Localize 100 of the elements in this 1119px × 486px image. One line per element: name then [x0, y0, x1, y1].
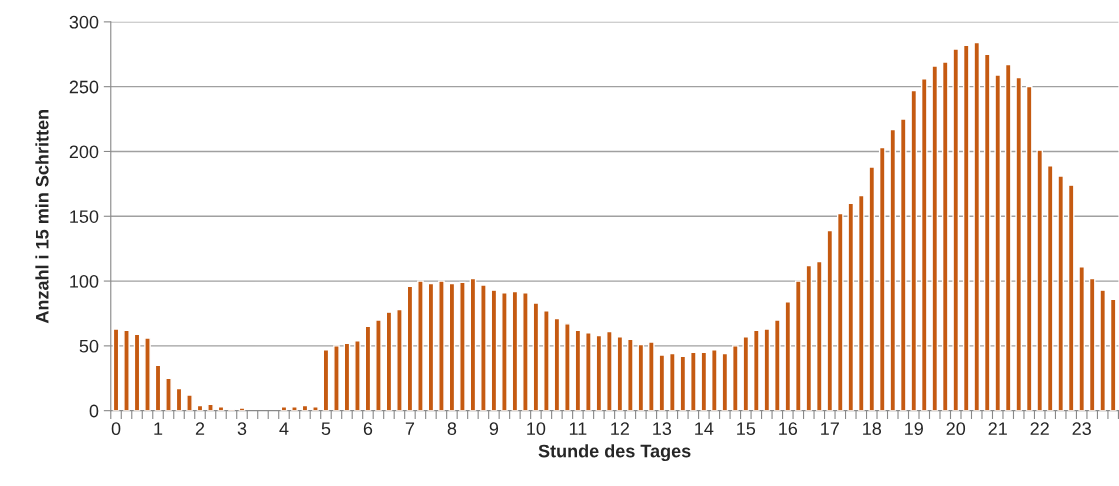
bar: [952, 48, 960, 411]
bar: [1109, 298, 1117, 411]
bar: [847, 202, 855, 411]
bar: [983, 53, 991, 411]
bar: [522, 292, 529, 411]
x-tick-label: 14: [695, 422, 714, 435]
x-tick-label: 0: [111, 422, 121, 436]
bar: [836, 212, 844, 411]
bar: [564, 323, 571, 411]
bar: [910, 89, 918, 411]
x-tick-label: 12: [611, 422, 629, 435]
bar: [763, 328, 771, 411]
bar: [742, 336, 750, 411]
bar: [857, 194, 865, 411]
bar: [165, 377, 172, 411]
bar: [627, 338, 634, 411]
bar: [385, 311, 393, 411]
y-tick-label: 150: [70, 210, 99, 223]
bar: [595, 334, 603, 411]
y-tick-label: 250: [69, 80, 99, 94]
x-tick-label: 3: [237, 422, 247, 436]
x-tick-label: 20: [946, 422, 966, 436]
bar: [406, 285, 414, 411]
bar: [585, 332, 592, 411]
bar: [1004, 63, 1012, 411]
bar: [333, 345, 340, 411]
bar: [501, 292, 508, 411]
bar: [889, 128, 897, 411]
bar: [207, 403, 214, 411]
bar: [490, 289, 498, 411]
x-tick-label: 19: [905, 422, 923, 436]
bar: [973, 41, 981, 411]
x-tick-label: 16: [779, 422, 798, 436]
y-tick-label: 300: [69, 15, 99, 29]
bar: [186, 394, 193, 411]
bar: [805, 264, 813, 411]
bar: [312, 406, 319, 411]
bar: [669, 352, 676, 411]
bar: [1078, 266, 1086, 411]
y-tick-label: 200: [69, 145, 99, 159]
bar: [112, 328, 120, 411]
bar: [920, 78, 928, 411]
x-tick-label: 11: [569, 422, 587, 435]
bar: [826, 229, 834, 411]
bar: [553, 317, 561, 411]
bar: [144, 337, 151, 411]
bar: [123, 329, 130, 411]
bar: [396, 308, 403, 411]
x-tick-label: 6: [363, 422, 373, 436]
bar: [878, 146, 886, 411]
bar: [931, 65, 939, 411]
bar: [1015, 76, 1023, 411]
bar: [459, 281, 466, 411]
bar: [658, 354, 666, 411]
bar: [732, 345, 739, 411]
x-tick-label: 5: [321, 422, 331, 436]
bar: [899, 118, 907, 411]
x-tick-label: 8: [447, 422, 457, 436]
bar: [815, 260, 823, 411]
y-tick-label: 50: [79, 339, 99, 353]
x-tick-label: 9: [489, 422, 499, 436]
bar: [1036, 149, 1044, 411]
y-tick-label: 100: [70, 275, 99, 288]
x-tick-label: 15: [737, 422, 756, 436]
bar: [427, 282, 435, 411]
bar: [711, 349, 718, 411]
bar: [962, 44, 970, 411]
bar: [606, 330, 613, 411]
x-tick-label: 21: [988, 422, 1007, 435]
bar: [637, 343, 645, 411]
bar: [648, 341, 655, 411]
bar: [941, 61, 949, 411]
bar: [543, 310, 550, 411]
bar: [532, 302, 540, 411]
bar: [448, 282, 456, 411]
bar: [690, 351, 697, 411]
x-tick-label: 23: [1072, 422, 1091, 436]
x-axis-title: Stunde des Tages: [538, 444, 691, 462]
bar: [752, 329, 760, 411]
bar: [364, 325, 372, 411]
bar: [794, 280, 802, 411]
x-tick-label: 1: [154, 422, 163, 435]
x-tick-label: 4: [279, 422, 289, 435]
bar: [721, 352, 729, 411]
bar: [417, 280, 424, 411]
bar: [1099, 289, 1107, 411]
bar: [868, 166, 876, 411]
bar: [994, 74, 1002, 411]
x-tick-label: 10: [527, 422, 546, 436]
y-tick-label: 0: [89, 404, 99, 418]
x-tick-label: 18: [863, 422, 882, 436]
bar: [469, 277, 477, 411]
bar: [438, 280, 445, 411]
bar: [1025, 85, 1033, 411]
bar: [1088, 277, 1096, 411]
bar: [375, 319, 382, 411]
bar: [322, 349, 330, 411]
y-axis-title: Anzahl i 15 min Schritten: [35, 110, 49, 324]
bar: [511, 290, 519, 411]
bar: [354, 339, 361, 411]
